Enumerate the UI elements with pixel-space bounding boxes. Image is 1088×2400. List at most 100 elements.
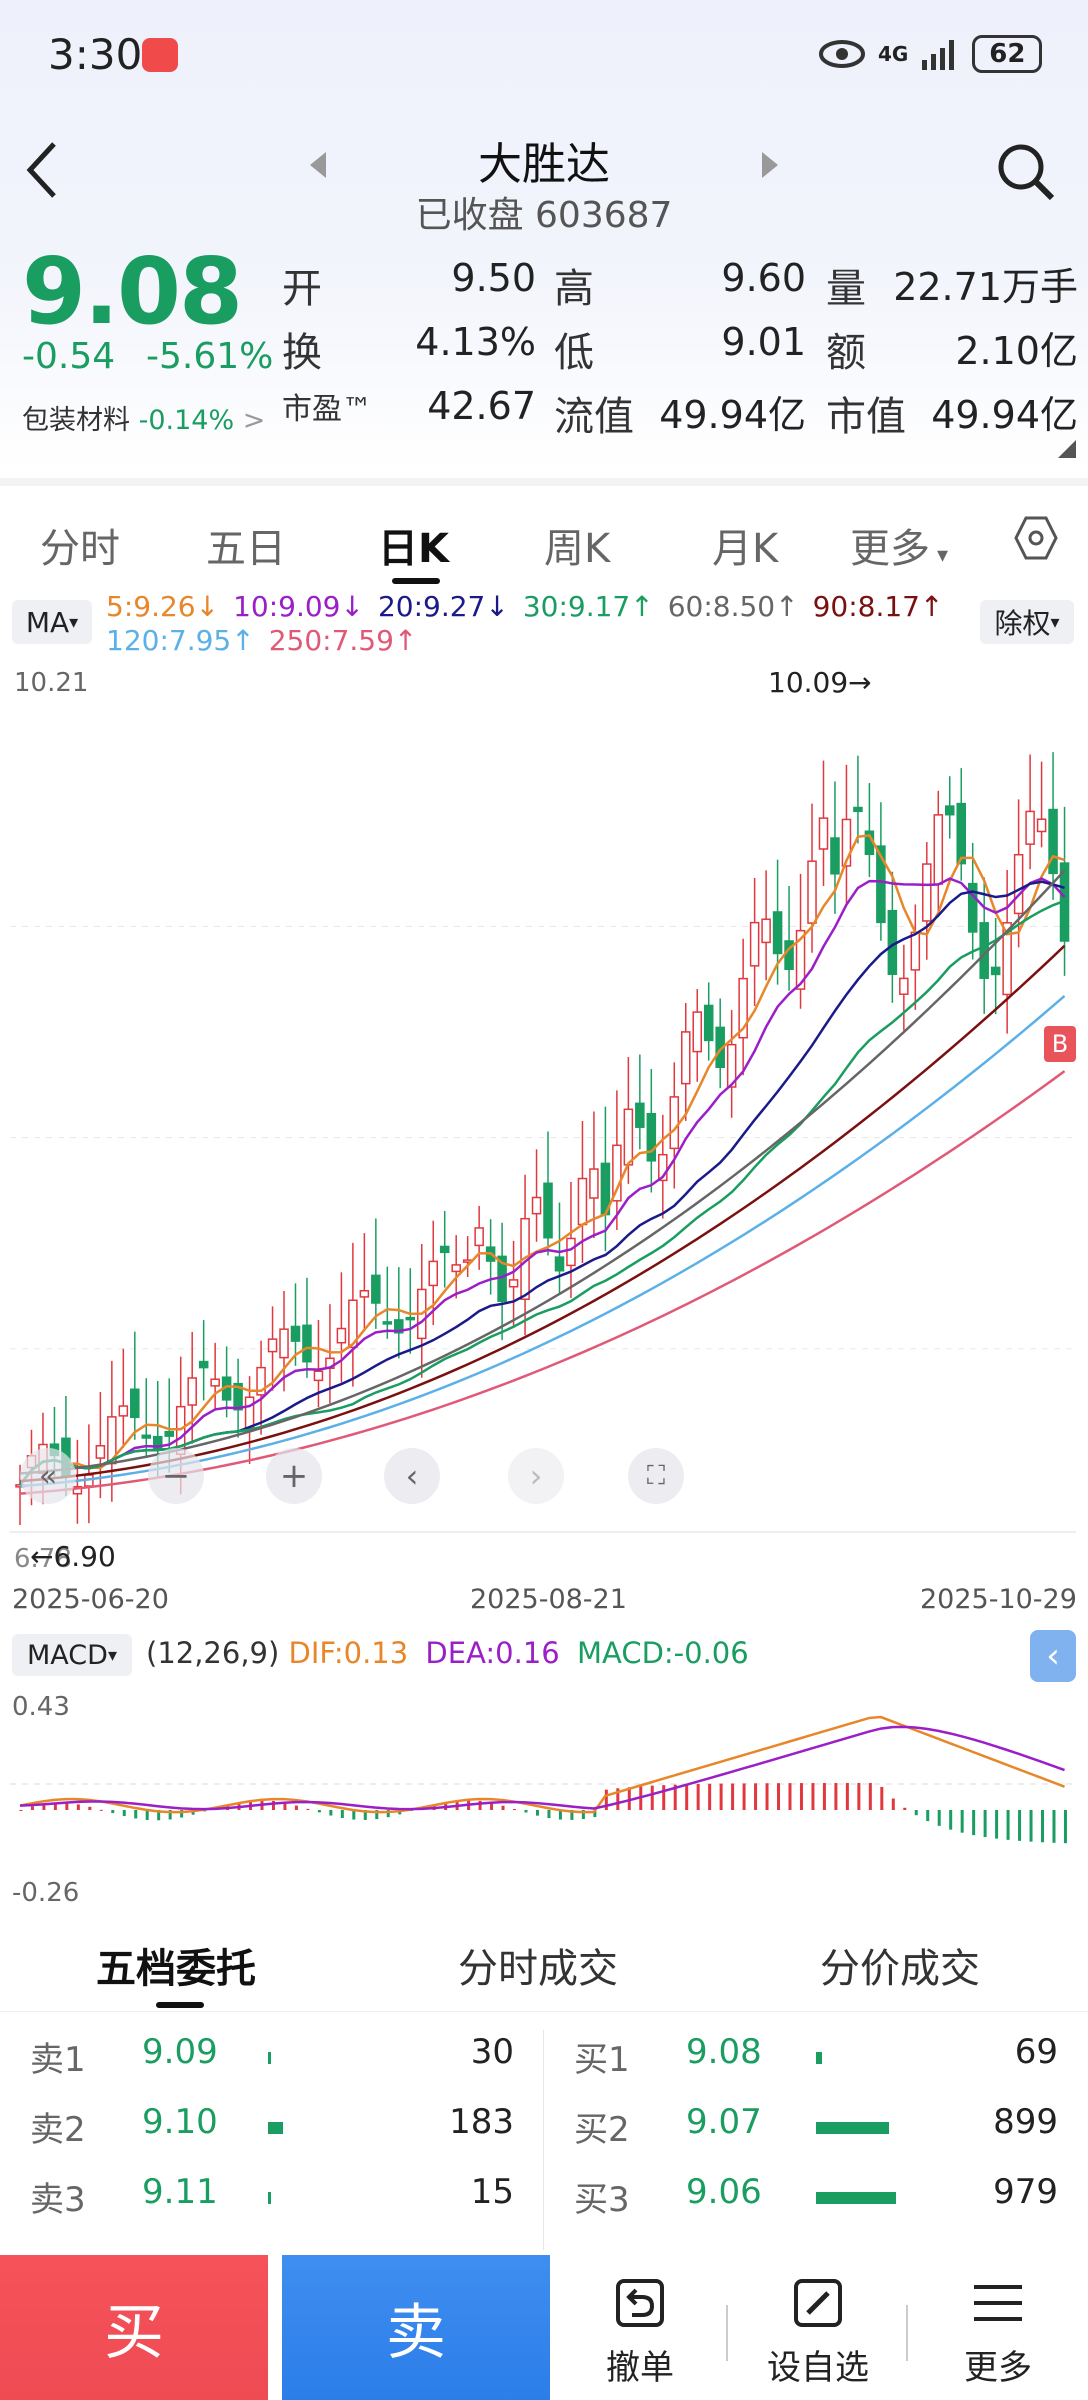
chart-controls: « − + ‹ › ⛶ bbox=[0, 1448, 700, 1508]
candle-body bbox=[118, 1405, 129, 1417]
sell-level-volume: 30 bbox=[470, 2032, 514, 2072]
tab-intraday[interactable]: 分时 bbox=[40, 526, 120, 572]
candle-body bbox=[336, 1327, 347, 1344]
buy-volume-bar bbox=[816, 2052, 822, 2064]
macd-params: (12,26,9) bbox=[146, 1636, 280, 1670]
settings-hexagon-icon[interactable] bbox=[1012, 514, 1060, 562]
macd-histogram-bar bbox=[375, 1810, 379, 1820]
quote-label: 开 bbox=[282, 266, 322, 312]
ma-line-90 bbox=[19, 944, 1066, 1483]
tab-price-trades[interactable]: 分价成交 bbox=[820, 1946, 980, 1992]
buy-level-row[interactable]: 买2 9.07 899 bbox=[574, 2102, 1058, 2152]
bottom-action-bar: 买 卖 撤单 设自选 更多 bbox=[0, 2255, 1088, 2400]
tab-more[interactable]: 更多 ▾ bbox=[850, 526, 949, 572]
macd-dif-line bbox=[19, 1715, 1065, 1814]
collapse-panel-button[interactable]: ‹ bbox=[1030, 1630, 1076, 1682]
macd-histogram-bar bbox=[558, 1810, 562, 1820]
macd-histogram-bar bbox=[283, 1802, 287, 1810]
ma-line-30 bbox=[19, 899, 1065, 1486]
macd-histogram-bar bbox=[134, 1810, 138, 1819]
macd-histogram-bar bbox=[1041, 1810, 1045, 1843]
macd-histogram-bar bbox=[524, 1810, 528, 1813]
caret-down-icon: ▾ bbox=[69, 611, 79, 633]
add-watchlist-button[interactable]: 设自选 bbox=[748, 2275, 888, 2389]
quote-label: 流值 bbox=[554, 394, 634, 440]
macd-histogram-bar bbox=[662, 1785, 666, 1810]
sell-level-row[interactable]: 卖1 9.09 30 bbox=[30, 2032, 514, 2082]
buy-level-row[interactable]: 买3 9.06 979 bbox=[574, 2172, 1058, 2222]
zoom-out-button[interactable]: − bbox=[148, 1448, 204, 1504]
macd-histogram-bar bbox=[788, 1783, 792, 1810]
quote-label: 市盈™ bbox=[282, 392, 372, 427]
scroll-left-button[interactable]: ‹ bbox=[384, 1448, 440, 1504]
buy-level-row[interactable]: 买1 9.08 69 bbox=[574, 2032, 1058, 2082]
tab-time-trades[interactable]: 分时成交 bbox=[458, 1946, 618, 1992]
tab-daily-k[interactable]: 日K bbox=[378, 526, 449, 572]
sell-level-row[interactable]: 卖2 9.10 183 bbox=[30, 2102, 514, 2152]
next-stock-icon[interactable] bbox=[758, 150, 782, 180]
candle-body bbox=[703, 1004, 714, 1042]
date-start: 2025-06-20 bbox=[12, 1584, 169, 1615]
candle-body bbox=[405, 1316, 416, 1321]
macd-selector[interactable]: MACD ▾ bbox=[12, 1634, 132, 1676]
quote-value: 49.94亿 bbox=[931, 393, 1078, 437]
macd-histogram-bar bbox=[731, 1783, 735, 1810]
buy-button[interactable]: 买 bbox=[0, 2255, 268, 2400]
macd-histogram-bar bbox=[306, 1808, 310, 1810]
zoom-in-button[interactable]: + bbox=[266, 1448, 322, 1504]
tab-weekly-k[interactable]: 周K bbox=[544, 526, 611, 572]
macd-histogram-bar bbox=[478, 1800, 482, 1810]
sector-link[interactable]: 包装材料 -0.14% > bbox=[22, 398, 265, 437]
macd-histogram-bar bbox=[650, 1785, 654, 1810]
candle-body bbox=[543, 1182, 553, 1239]
back-arrow-icon[interactable] bbox=[22, 140, 62, 200]
tab-five-day[interactable]: 五日 bbox=[206, 526, 286, 572]
candle-body bbox=[795, 929, 806, 990]
candle-body bbox=[95, 1445, 106, 1459]
ma-selector[interactable]: MA ▾ bbox=[12, 600, 92, 644]
macd-dea-line bbox=[19, 1725, 1065, 1811]
candle-body bbox=[210, 1378, 220, 1387]
tab-five-level[interactable]: 五档委托 bbox=[96, 1946, 256, 1992]
caret-down-icon: ▾ bbox=[930, 543, 949, 568]
candle-body bbox=[198, 1360, 209, 1369]
macd-histogram-bar bbox=[926, 1810, 930, 1822]
buy-level-price: 9.08 bbox=[686, 2032, 762, 2072]
macd-histogram-bar bbox=[42, 1803, 46, 1810]
expand-corner-icon[interactable] bbox=[1058, 440, 1076, 458]
candlestick-chart[interactable] bbox=[0, 660, 1088, 1580]
macd-histogram-bar bbox=[501, 1805, 505, 1810]
candle-body bbox=[646, 1112, 657, 1162]
cancel-order-button[interactable]: 撤单 bbox=[570, 2275, 710, 2389]
candle-body bbox=[164, 1430, 175, 1437]
ma-line-5 bbox=[19, 834, 1065, 1486]
sell-button[interactable]: 卖 bbox=[282, 2255, 550, 2400]
quote-value: 9.50 bbox=[451, 256, 536, 300]
candle-body bbox=[152, 1435, 163, 1449]
header-background bbox=[0, 0, 1088, 470]
macd-histogram-bar bbox=[811, 1783, 815, 1810]
ma-legend-item: 30:9.17↑ bbox=[522, 590, 654, 623]
candle-body bbox=[876, 845, 886, 924]
adjust-selector[interactable]: 除权 ▾ bbox=[980, 600, 1074, 644]
tab-monthly-k[interactable]: 月K bbox=[712, 526, 779, 572]
candle-body bbox=[944, 805, 955, 816]
scroll-left-fast-button[interactable]: « bbox=[20, 1448, 76, 1504]
sell-level-row[interactable]: 卖3 9.11 15 bbox=[30, 2172, 514, 2222]
candle-body bbox=[1048, 808, 1058, 875]
candle-body bbox=[738, 977, 748, 1039]
more-menu-button[interactable]: 更多 bbox=[928, 2275, 1068, 2389]
candle-body bbox=[279, 1328, 289, 1359]
macd-histogram-bar bbox=[317, 1810, 321, 1813]
prev-stock-icon[interactable] bbox=[306, 150, 330, 180]
search-icon[interactable] bbox=[994, 140, 1058, 204]
scroll-right-button[interactable]: › bbox=[508, 1448, 564, 1504]
ma-legend-item: 10:9.09↓ bbox=[233, 590, 364, 623]
macd-chart[interactable] bbox=[0, 1690, 1088, 1910]
quote-value: 49.94亿 bbox=[659, 393, 806, 437]
ma-legend-row-2: 120:7.95↑ 250:7.59↑ bbox=[106, 624, 431, 657]
fullscreen-button[interactable]: ⛶ bbox=[628, 1448, 684, 1504]
candle-body bbox=[72, 1485, 83, 1495]
macd-histogram-bar bbox=[822, 1783, 826, 1810]
orderbook-tabs: 五档委托 分时成交 分价成交 bbox=[0, 1920, 1088, 2012]
